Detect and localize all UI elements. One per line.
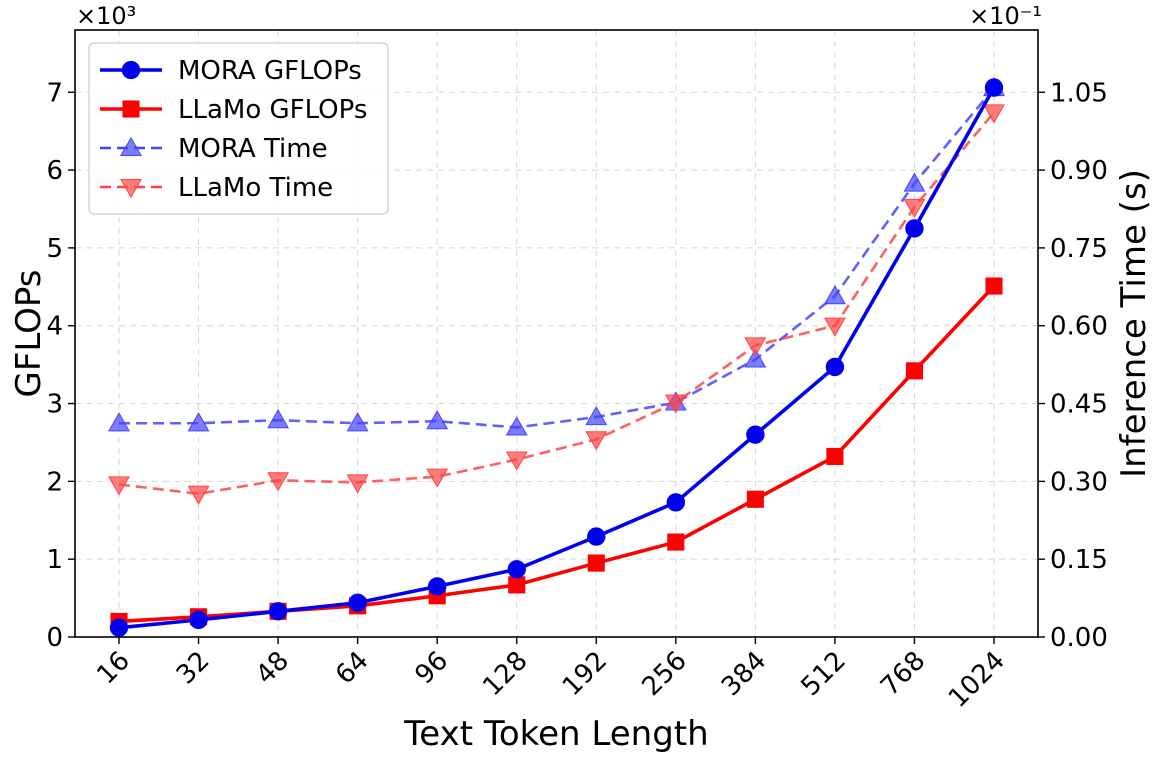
series-mora-time: [108, 77, 1005, 436]
y2-axis-multiplier: ×10⁻¹: [969, 2, 1042, 30]
legend-marker: [121, 60, 141, 80]
data-point: [587, 527, 606, 546]
y-tick-label: 1: [46, 545, 63, 575]
data-point: [985, 277, 1003, 295]
x-tick-label: 64: [330, 646, 375, 691]
series-layer: [108, 77, 1005, 637]
y-tick-label: 4: [46, 312, 63, 342]
x-tick-label: 192: [557, 646, 613, 702]
series-mora-gflops: [109, 78, 1004, 637]
data-point: [508, 576, 526, 594]
x-axis-label: Text Token Length: [403, 714, 708, 754]
y2-tick-label: 0.90: [1050, 156, 1108, 186]
data-point: [109, 618, 129, 637]
series-line: [118, 86, 996, 630]
data-point: [905, 362, 924, 380]
legend-label: LLaMo GFLOPs: [178, 95, 367, 125]
series-line: [118, 111, 995, 496]
x-tick-label: 96: [410, 646, 455, 691]
data-point: [664, 394, 687, 414]
data-point: [744, 337, 767, 357]
y2-tick-label: 0.60: [1050, 312, 1108, 342]
y-axis-label: GFLOPs: [9, 269, 49, 397]
series-llamo-gflops: [110, 277, 1003, 630]
data-point: [426, 468, 449, 488]
x-tick-label: 384: [716, 646, 772, 702]
x-tick-label: 768: [875, 646, 931, 702]
data-point: [108, 476, 130, 496]
y-axis-multiplier: ×10³: [76, 2, 136, 30]
data-point: [505, 416, 528, 436]
data-point: [585, 431, 608, 451]
data-point: [346, 474, 369, 494]
data-point: [823, 317, 846, 337]
data-point: [667, 533, 685, 551]
y2-tick-label: 0.75: [1050, 234, 1108, 264]
x-tick-label: 512: [796, 646, 852, 702]
y2-tick-label: 0.45: [1050, 390, 1108, 420]
legend-label: MORA GFLOPs: [178, 56, 362, 86]
data-point: [746, 425, 765, 444]
data-point: [426, 410, 449, 430]
data-point: [505, 451, 528, 471]
data-point: [666, 493, 685, 512]
y-tick-label: 7: [46, 78, 63, 108]
x-tick-label: 128: [477, 646, 533, 702]
legend-label: MORA Time: [178, 134, 328, 164]
data-point: [507, 560, 526, 579]
y-tick-label: 2: [46, 467, 63, 497]
series-line: [118, 284, 996, 624]
data-point: [905, 219, 924, 238]
y-tick-label: 0: [46, 623, 63, 653]
data-point: [825, 357, 845, 377]
x-tick-label: 256: [636, 646, 692, 702]
series-llamo-time: [108, 104, 1005, 505]
data-point: [187, 485, 210, 505]
data-point: [428, 577, 447, 596]
data-point: [267, 472, 290, 492]
data-point: [744, 348, 767, 368]
data-point: [983, 104, 1005, 124]
y2-tick-label: 0.15: [1050, 545, 1108, 575]
data-point: [826, 447, 844, 466]
y-tick-label: 3: [46, 390, 63, 420]
legend-marker: [122, 100, 140, 118]
y-tick-label: 5: [46, 234, 63, 264]
data-point: [746, 490, 764, 508]
legend: MORA GFLOPs LLaMo GFLOPs MORA Time LLaMo Ti…: [88, 42, 389, 215]
data-point: [823, 285, 846, 305]
y2-axis-label: Inference Time (s): [1114, 169, 1154, 478]
y2-tick-label: 0.00: [1050, 623, 1108, 653]
legend-marker: [120, 136, 142, 157]
y2-tick-label: 0.30: [1050, 467, 1108, 497]
legend-box: [88, 42, 389, 215]
data-point: [108, 412, 130, 432]
data-point: [187, 412, 210, 432]
y2-tick-label: 1.05: [1050, 78, 1108, 108]
data-point: [267, 409, 290, 429]
data-point: [189, 610, 208, 630]
plot-frame: [74, 29, 1039, 638]
legend-label: LLaMo Time: [178, 173, 333, 203]
y-tick-label: 6: [46, 156, 63, 186]
x-tick-label: 32: [171, 646, 216, 691]
data-point: [587, 554, 605, 572]
data-point: [903, 172, 926, 192]
x-tick-label: 1024: [943, 646, 1011, 714]
data-point: [348, 593, 367, 612]
series-line: [119, 87, 995, 429]
data-point: [585, 405, 608, 426]
x-tick-label: 16: [91, 646, 136, 691]
data-point: [903, 198, 926, 218]
legend-marker: [120, 178, 142, 199]
data-point: [984, 78, 1004, 97]
data-point: [346, 412, 369, 432]
x-tick-label: 48: [250, 646, 295, 691]
data-point: [268, 602, 288, 621]
